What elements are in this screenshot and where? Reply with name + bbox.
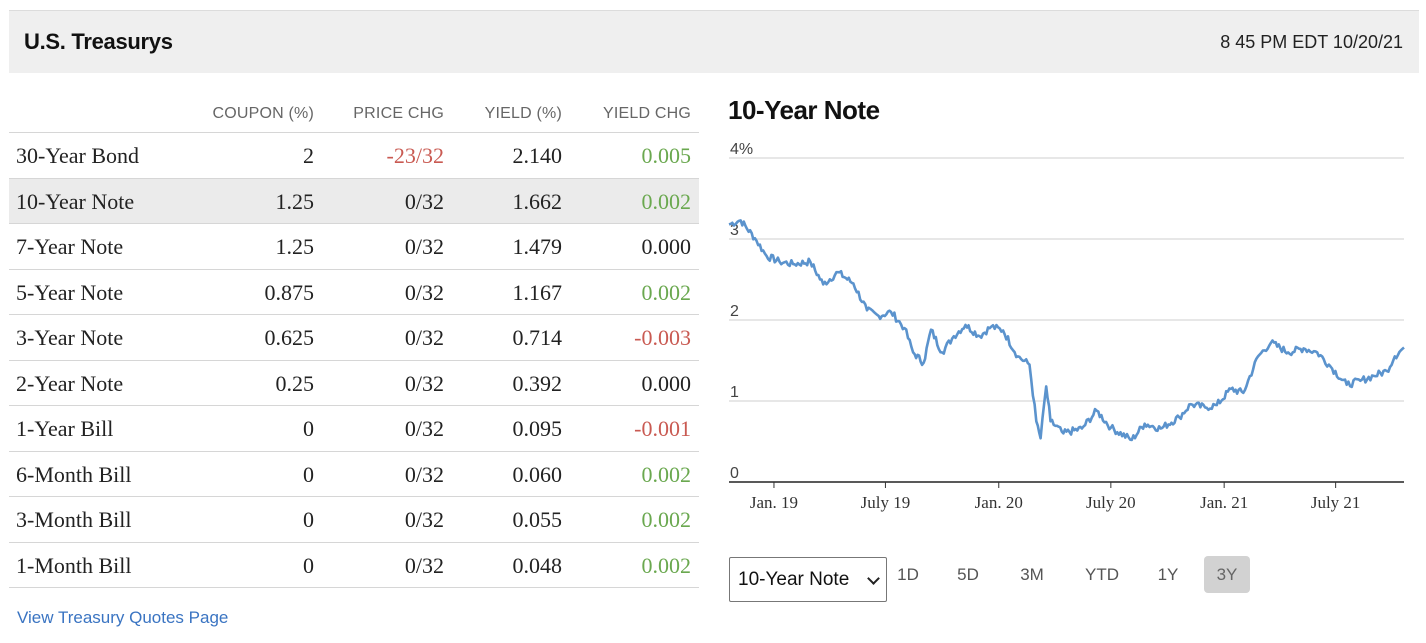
row-yield: 0.055 (512, 507, 563, 532)
table-row[interactable]: 1-Year Bill 0 0/32 0.095 -0.001 (9, 406, 699, 452)
row-yield: 0.714 (512, 325, 563, 350)
row-price-chg: 0/32 (404, 188, 444, 214)
row-name: 7-Year Note (16, 234, 124, 259)
table-row[interactable]: 3-Month Bill 0 0/32 0.055 0.002 (9, 497, 699, 543)
range-button-ytd[interactable]: YTD (1085, 565, 1119, 584)
row-yield-chg: 0.002 (641, 188, 692, 214)
row-coupon: 2 (303, 143, 314, 168)
row-price-chg: 0/32 (404, 416, 444, 441)
y-tick-label: 3 (730, 222, 739, 239)
table-row[interactable]: 10-Year Note 1.25 0/32 1.662 0.002 (9, 178, 699, 224)
instrument-select-value: 10-Year Note (738, 569, 850, 590)
row-name: 3-Year Note (16, 325, 124, 350)
view-treasury-quotes-link[interactable]: View Treasury Quotes Page (17, 608, 229, 627)
row-yield: 0.048 (512, 552, 563, 578)
range-button-3y[interactable]: 3Y (1204, 556, 1250, 593)
y-tick-label: 1 (730, 384, 739, 401)
x-tick-label: Jan. 21 (1200, 493, 1248, 512)
x-tick-label: July 20 (1086, 493, 1136, 512)
row-yield: 0.060 (512, 461, 563, 487)
row-name: 10-Year Note (16, 188, 135, 214)
row-name: 5-Year Note (16, 279, 124, 305)
chevron-down-icon (867, 572, 880, 585)
row-name: 30-Year Bond (16, 143, 140, 168)
row-yield-chg: 0.000 (641, 370, 692, 396)
row-yield: 1.662 (512, 188, 563, 214)
row-price-chg: -23/32 (386, 143, 444, 168)
range-button-5d[interactable]: 5D (957, 565, 979, 584)
col-header-yield: YIELD (%) (484, 105, 562, 122)
x-tick-label: July 19 (861, 493, 911, 512)
row-yield-chg: 0.005 (641, 143, 692, 168)
row-yield: 0.392 (512, 370, 563, 396)
row-coupon: 0 (303, 416, 314, 441)
header-bar: U.S. Treasurys 8 45 PM EDT 10/20/21 (9, 10, 1419, 73)
row-yield: 1.479 (512, 234, 563, 259)
row-yield-chg: -0.001 (634, 416, 691, 441)
row-price-chg: 0/32 (404, 279, 444, 305)
range-button-1y[interactable]: 1Y (1157, 565, 1179, 584)
timestamp: 8 45 PM EDT 10/20/21 (1220, 32, 1403, 52)
row-price-chg: 0/32 (404, 461, 444, 487)
row-yield: 2.140 (512, 143, 563, 168)
col-header-yield-chg: YIELD CHG (602, 105, 691, 122)
table-row[interactable]: 2-Year Note 0.25 0/32 0.392 0.000 (9, 361, 699, 406)
row-coupon: 0.625 (264, 325, 315, 350)
x-tick-label: Jan. 20 (975, 493, 1023, 512)
row-coupon: 0 (303, 461, 314, 487)
row-name: 3-Month Bill (16, 507, 132, 532)
row-yield-chg: 0.002 (641, 279, 692, 305)
row-yield: 1.167 (512, 279, 563, 305)
row-yield-chg: -0.003 (634, 325, 691, 350)
chart-title: 10-Year Note (728, 95, 880, 125)
instrument-select[interactable]: 10-Year Note (729, 557, 887, 602)
row-price-chg: 0/32 (404, 325, 444, 350)
table-body: 30-Year Bond 2 -23/32 2.140 0.005 10-Year Not… (9, 133, 699, 588)
row-coupon: 0.25 (275, 370, 315, 396)
row-coupon: 0 (303, 507, 314, 532)
row-coupon: 0 (303, 552, 314, 578)
range-button-3m[interactable]: 3M (1020, 565, 1044, 584)
table-header: COUPON (%) PRICE CHG YIELD (%) YIELD CHG (9, 96, 699, 133)
row-name: 2-Year Note (16, 370, 124, 396)
row-name: 6-Month Bill (16, 461, 132, 487)
y-tick-label: 0 (730, 465, 739, 482)
row-yield-chg: 0.000 (641, 234, 692, 259)
y-tick-label: 4% (730, 141, 753, 158)
row-yield-chg: 0.002 (641, 507, 692, 532)
range-button-1d[interactable]: 1D (897, 565, 919, 584)
col-header-price-chg: PRICE CHG (353, 105, 444, 122)
x-tick-label: July 21 (1311, 493, 1361, 512)
treasury-table: COUPON (%) PRICE CHG YIELD (%) YIELD CHG… (9, 96, 699, 588)
row-coupon: 0.875 (264, 279, 315, 305)
row-yield-chg: 0.002 (641, 461, 692, 487)
table-row[interactable]: 1-Month Bill 0 0/32 0.048 0.002 (9, 543, 699, 588)
row-coupon: 1.25 (275, 188, 315, 214)
chart-series-line (728, 219, 1405, 442)
row-yield-chg: 0.002 (641, 552, 692, 578)
row-price-chg: 0/32 (404, 507, 444, 532)
row-price-chg: 0/32 (404, 552, 444, 578)
table-row[interactable]: 30-Year Bond 2 -23/32 2.140 0.005 (9, 133, 699, 179)
row-coupon: 1.25 (275, 234, 315, 259)
row-price-chg: 0/32 (404, 234, 444, 259)
page-title: U.S. Treasurys (24, 29, 173, 54)
table-row[interactable]: 3-Year Note 0.625 0/32 0.714 -0.003 (9, 315, 699, 361)
table-row[interactable]: 7-Year Note 1.25 0/32 1.479 0.000 (9, 224, 699, 270)
table-row[interactable]: 6-Month Bill 0 0/32 0.060 0.002 (9, 452, 699, 497)
col-header-coupon: COUPON (%) (212, 105, 314, 122)
table-row[interactable]: 5-Year Note 0.875 0/32 1.167 0.002 (9, 270, 699, 315)
row-name: 1-Month Bill (16, 552, 132, 578)
row-price-chg: 0/32 (404, 370, 444, 396)
row-name: 1-Year Bill (16, 416, 114, 441)
y-tick-label: 2 (730, 303, 739, 320)
row-yield: 0.095 (512, 416, 563, 441)
x-tick-label: Jan. 19 (750, 493, 798, 512)
